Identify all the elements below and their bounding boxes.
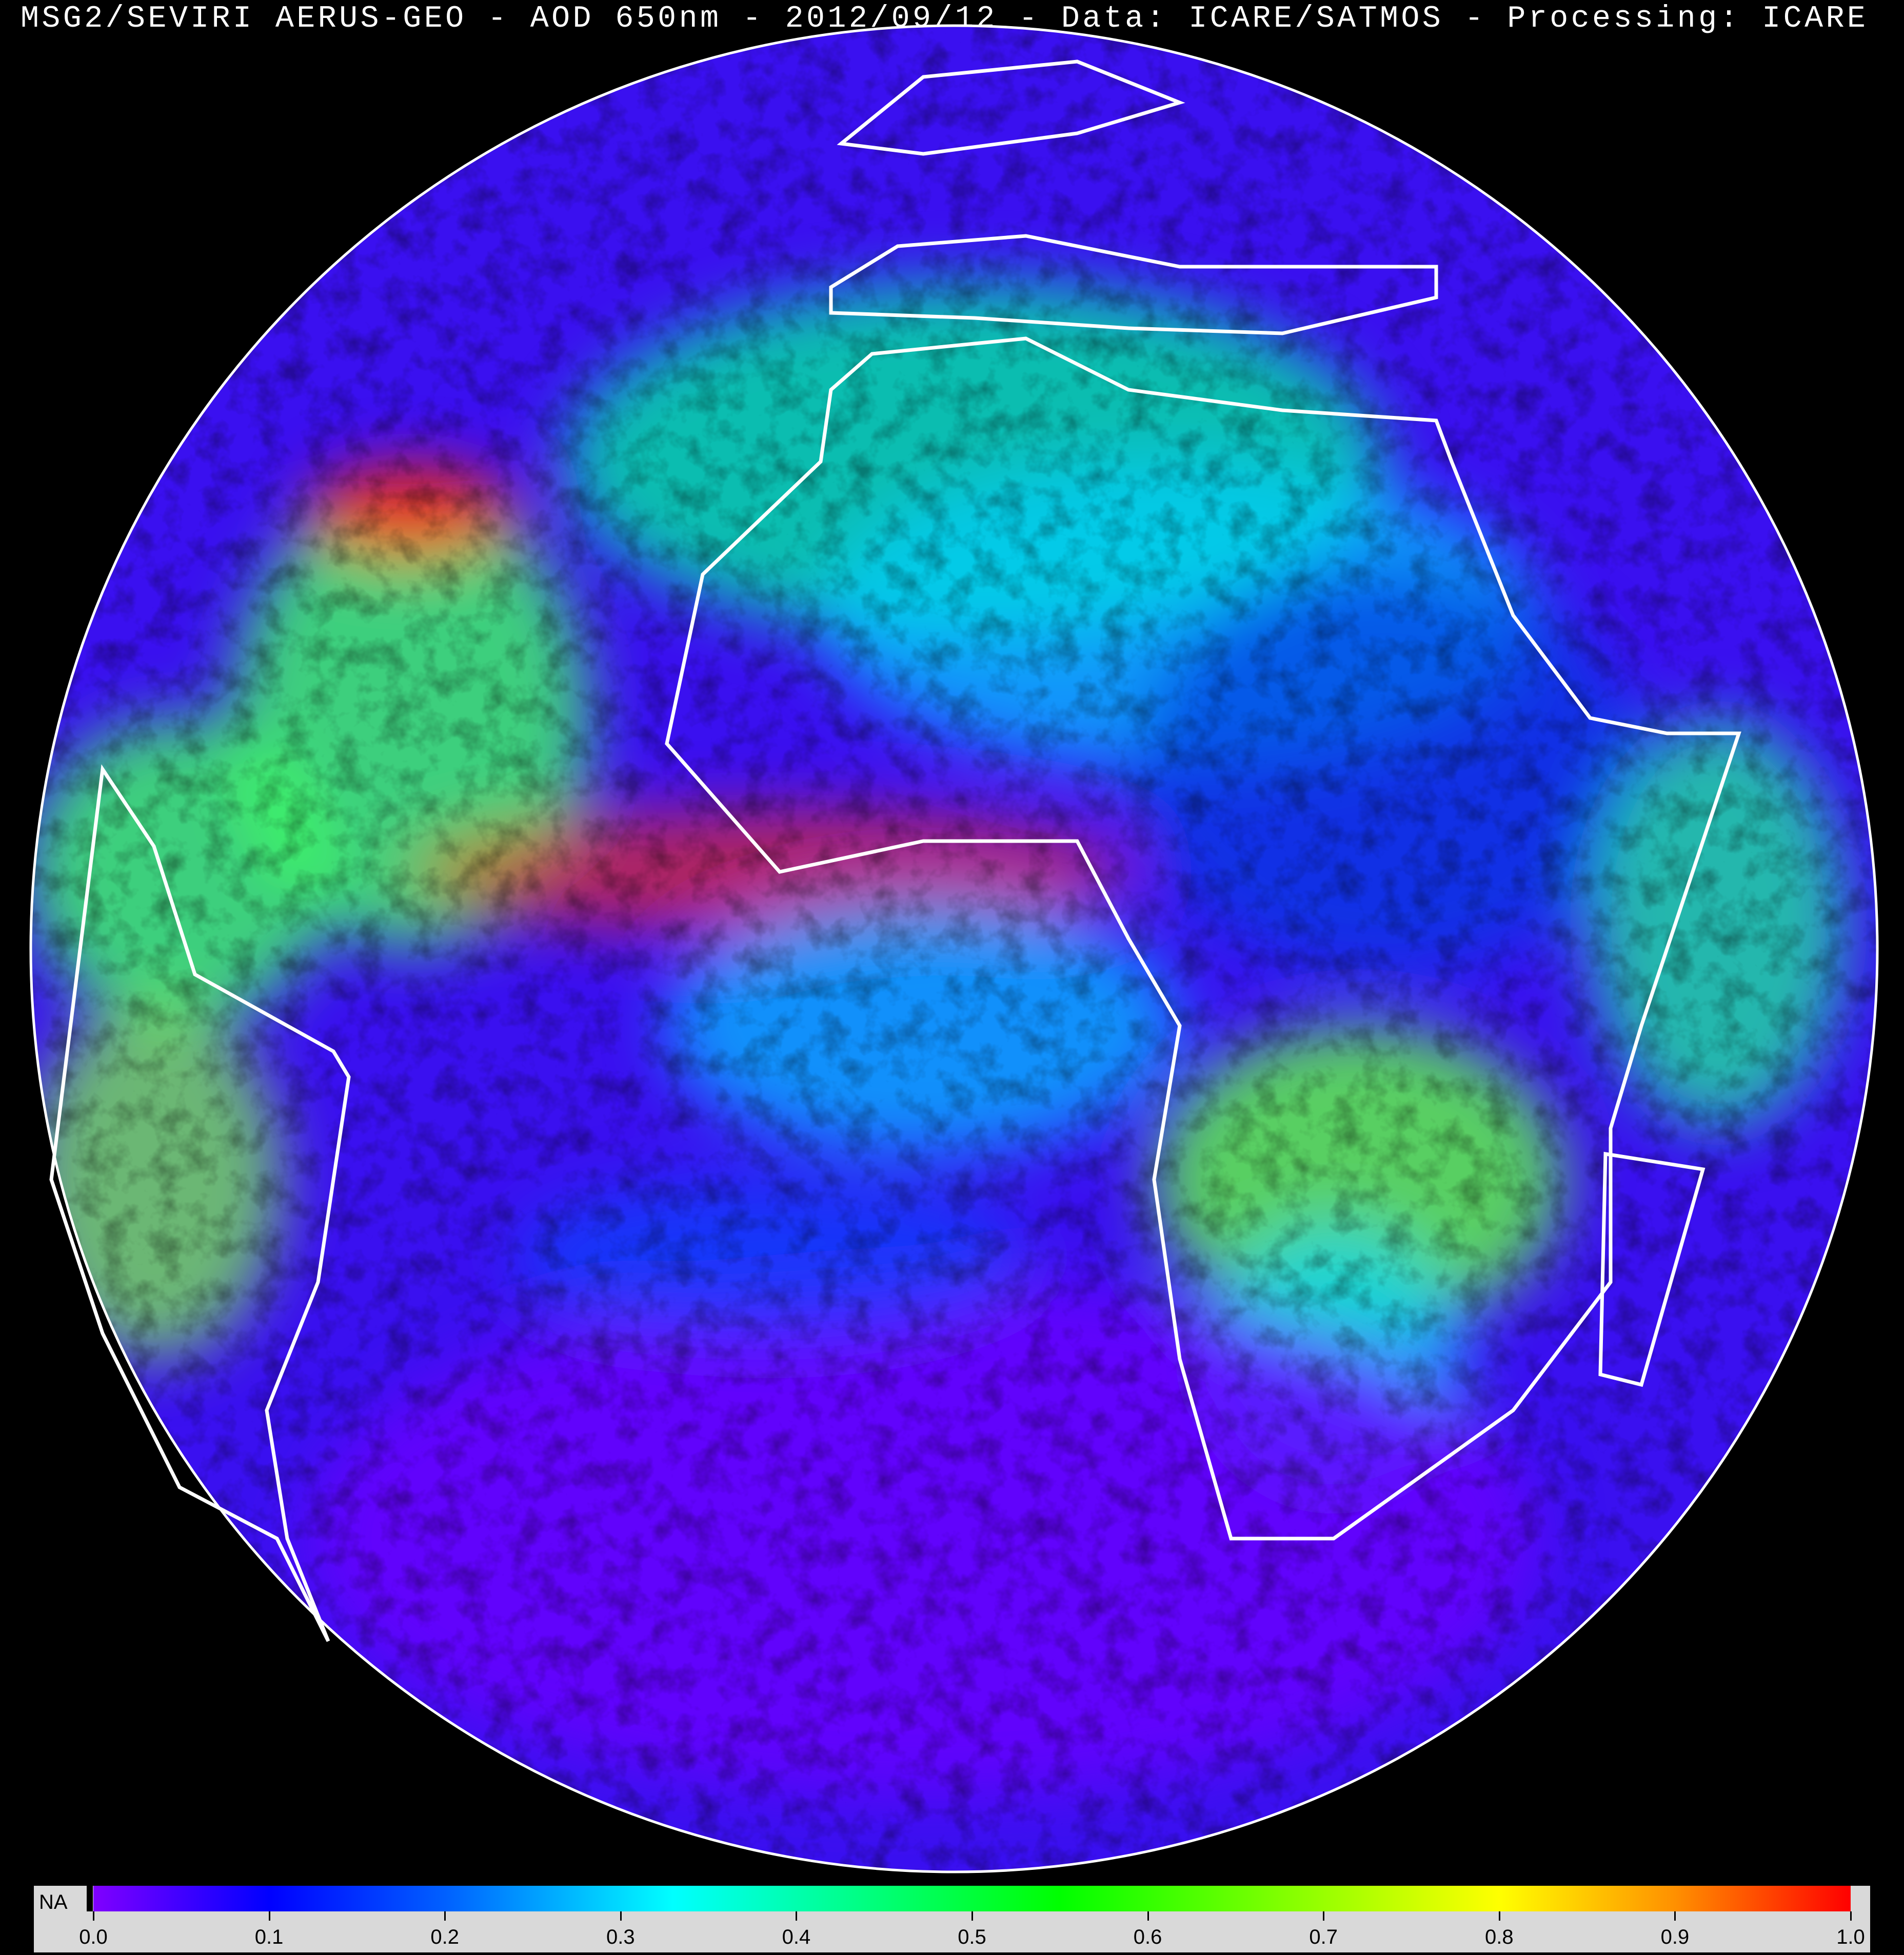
colorbar-tick	[1147, 1911, 1149, 1921]
colorbar-tick-label: 0.5	[958, 1926, 986, 1948]
disc-limb	[29, 24, 1879, 1873]
colorbar-tick-label: 0.0	[79, 1926, 108, 1948]
aod-globe-map	[29, 24, 1879, 1873]
colorbar-tick-label: 0.9	[1660, 1926, 1690, 1948]
na-swatch	[87, 1886, 93, 1911]
colorbar-tick	[1498, 1911, 1500, 1921]
coastlines	[49, 59, 1741, 1642]
colorbar-tick-label: 0.2	[430, 1926, 459, 1948]
colorbar-tick	[444, 1911, 446, 1921]
colorbar-tick	[620, 1911, 622, 1921]
colorbar-tick-label: 0.1	[254, 1926, 284, 1948]
colorbar-tick-label: 0.4	[782, 1926, 811, 1948]
colorbar-gradient	[93, 1886, 1851, 1911]
colorbar-tick	[1850, 1911, 1852, 1921]
na-label: NA	[39, 1891, 68, 1913]
colorbar: NA 0.0 0.1 0.2 0.3 0.4 0.5 0.6 0.7 0.8 0.9 1.0	[34, 1886, 1870, 1952]
colorbar-tick	[268, 1911, 270, 1921]
colorbar-tick-label: 0.3	[606, 1926, 635, 1948]
colorbar-tick	[971, 1911, 973, 1921]
colorbar-tick	[1674, 1911, 1676, 1921]
colorbar-tick-label: 0.8	[1484, 1926, 1514, 1948]
colorbar-tick	[1323, 1911, 1325, 1921]
colorbar-tick	[796, 1911, 798, 1921]
colorbar-tick-label: 1.0	[1836, 1926, 1865, 1948]
colorbar-tick-label: 0.6	[1133, 1926, 1162, 1948]
colorbar-tick	[93, 1911, 94, 1921]
missing-data-speckle	[31, 26, 1877, 1872]
colorbar-tick-label: 0.7	[1309, 1926, 1338, 1948]
